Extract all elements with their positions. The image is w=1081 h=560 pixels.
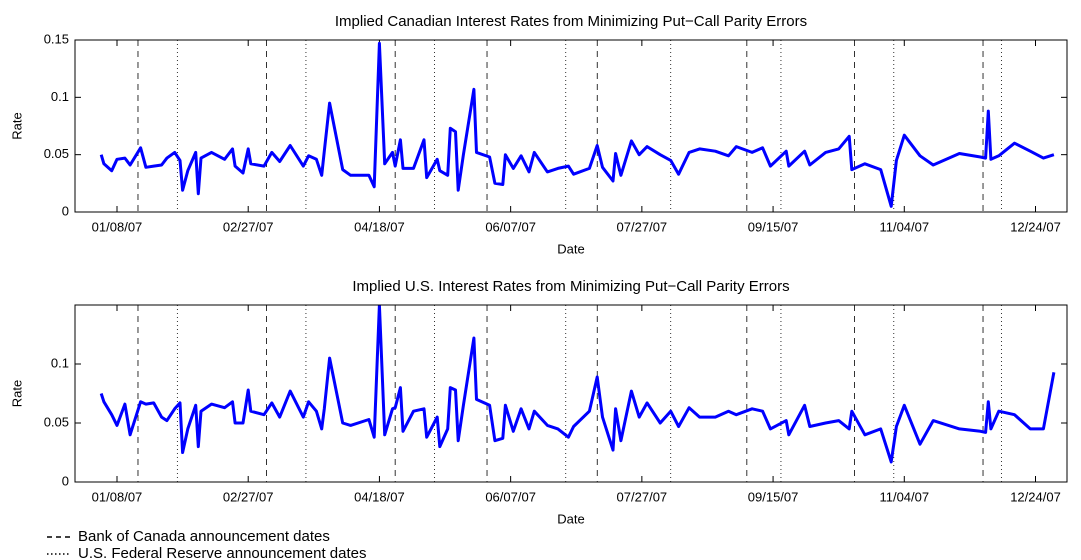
x-tick-label: 06/07/07 [485,219,536,234]
x-tick-label: 04/18/07 [354,219,405,234]
legend-label: U.S. Federal Reserve announcement dates [78,545,367,560]
rate-line [99,305,1056,464]
y-tick-label: 0.05 [44,146,69,161]
y-tick-label: 0 [62,203,69,218]
x-tick-label: 09/15/07 [748,219,799,234]
x-tick-label: 11/04/07 [879,489,929,504]
rate-line [99,41,1055,208]
x-tick-label: 12/24/07 [1010,489,1061,504]
x-tick-label: 04/18/07 [354,489,405,504]
y-axis-label: Rate [9,380,24,407]
x-tick-label: 01/08/07 [92,219,143,234]
x-tick-label: 01/08/07 [92,489,143,504]
chart-title: Implied Canadian Interest Rates from Min… [335,13,807,30]
x-tick-label: 09/15/07 [748,489,799,504]
y-tick-label: 0.1 [51,89,69,104]
x-tick-label: 02/27/07 [223,489,274,504]
y-axis-label: Rate [9,112,24,139]
subplot: Implied U.S. Interest Rates from Minimiz… [9,278,1068,526]
subplot: Implied Canadian Interest Rates from Min… [9,13,1068,256]
x-tick-label: 07/27/07 [617,489,668,504]
axes-box [74,39,1068,213]
x-tick-label: 06/07/07 [485,489,536,504]
x-tick-label: 02/27/07 [223,219,274,234]
x-tick-label: 12/24/07 [1010,219,1061,234]
chart-title: Implied U.S. Interest Rates from Minimiz… [352,278,789,295]
x-tick-label: 11/04/07 [879,219,929,234]
y-tick-label: 0.1 [51,355,69,370]
legend-label: Bank of Canada announcement dates [78,528,330,545]
axes-box [74,304,1068,483]
x-axis-label: Date [557,241,584,256]
y-tick-label: 0.15 [44,31,69,46]
y-tick-label: 0.05 [44,414,69,429]
x-tick-label: 07/27/07 [617,219,668,234]
x-axis-label: Date [557,511,584,526]
y-tick-label: 0 [62,473,69,488]
